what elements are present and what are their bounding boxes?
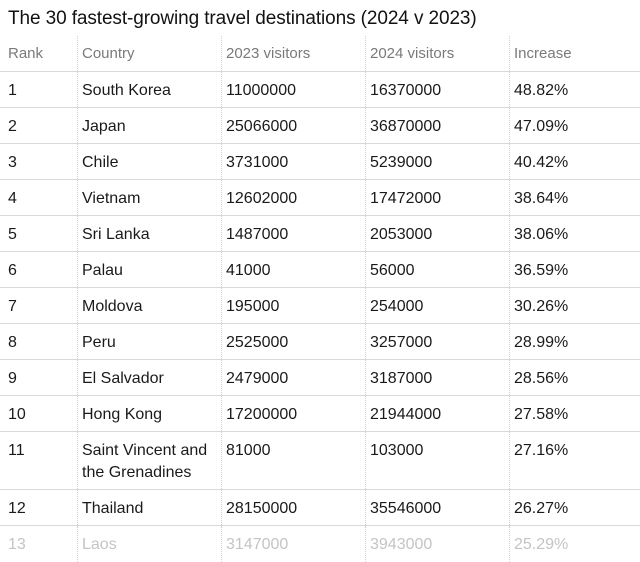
table-row: 5 Sri Lanka 1487000 2053000 38.06% bbox=[0, 216, 640, 252]
table-title: The 30 fastest-growing travel destinatio… bbox=[8, 8, 477, 29]
header-increase: Increase bbox=[509, 36, 640, 71]
country-cell: South Korea bbox=[77, 72, 221, 107]
table-row: 4 Vietnam 12602000 17472000 38.64% bbox=[0, 180, 640, 216]
rank-cell: 10 bbox=[8, 406, 26, 423]
country-cell: Japan bbox=[77, 108, 221, 143]
visitors-2023-cell: 195000 bbox=[221, 288, 365, 323]
country-cell: Laos bbox=[77, 526, 221, 562]
visitors-2023-cell: 2479000 bbox=[221, 360, 365, 395]
increase-cell: 28.56% bbox=[509, 360, 640, 395]
increase-cell: 26.27% bbox=[509, 490, 640, 525]
visitors-2024-cell: 103000 bbox=[365, 432, 509, 489]
rank-cell: 2 bbox=[8, 118, 17, 135]
rank-cell: 3 bbox=[8, 154, 17, 171]
rank-cell: 12 bbox=[8, 500, 26, 517]
table-row: 1 South Korea 11000000 16370000 48.82% bbox=[0, 72, 640, 108]
table-row: 3 Chile 3731000 5239000 40.42% bbox=[0, 144, 640, 180]
rank-cell: 6 bbox=[8, 262, 17, 279]
visitors-2023-cell: 17200000 bbox=[221, 396, 365, 431]
table-row: 10 Hong Kong 17200000 21944000 27.58% bbox=[0, 396, 640, 432]
visitors-2024-cell: 35546000 bbox=[365, 490, 509, 525]
table-row: 7 Moldova 195000 254000 30.26% bbox=[0, 288, 640, 324]
increase-cell: 48.82% bbox=[509, 72, 640, 107]
destinations-table: Rank Country 2023 visitors 2024 visitors… bbox=[0, 36, 640, 562]
header-rank: Rank bbox=[8, 45, 44, 62]
rank-cell: 7 bbox=[8, 298, 17, 315]
country-cell: Saint Vincent and the Grenadines bbox=[77, 432, 221, 489]
visitors-2024-cell: 56000 bbox=[365, 252, 509, 287]
table-row: 9 El Salvador 2479000 3187000 28.56% bbox=[0, 360, 640, 396]
rank-cell: 1 bbox=[8, 82, 17, 99]
country-cell: Moldova bbox=[77, 288, 221, 323]
increase-cell: 38.06% bbox=[509, 216, 640, 251]
visitors-2024-cell: 2053000 bbox=[365, 216, 509, 251]
country-cell: Vietnam bbox=[77, 180, 221, 215]
increase-cell: 38.64% bbox=[509, 180, 640, 215]
table-row: 8 Peru 2525000 3257000 28.99% bbox=[0, 324, 640, 360]
table-header-row: Rank Country 2023 visitors 2024 visitors… bbox=[0, 36, 640, 72]
country-cell: Chile bbox=[77, 144, 221, 179]
visitors-2023-cell: 25066000 bbox=[221, 108, 365, 143]
rank-cell: 9 bbox=[8, 370, 17, 387]
increase-cell: 36.59% bbox=[509, 252, 640, 287]
rank-cell: 13 bbox=[8, 536, 26, 553]
country-cell: El Salvador bbox=[77, 360, 221, 395]
visitors-2023-cell: 3147000 bbox=[221, 526, 365, 562]
increase-cell: 30.26% bbox=[509, 288, 640, 323]
rank-cell: 5 bbox=[8, 226, 17, 243]
increase-cell: 27.16% bbox=[509, 432, 640, 489]
table-row: 13 Laos 3147000 3943000 25.29% bbox=[0, 526, 640, 562]
visitors-2024-cell: 16370000 bbox=[365, 72, 509, 107]
visitors-2024-cell: 17472000 bbox=[365, 180, 509, 215]
visitors-2024-cell: 3257000 bbox=[365, 324, 509, 359]
country-cell: Thailand bbox=[77, 490, 221, 525]
increase-cell: 47.09% bbox=[509, 108, 640, 143]
table-row: 11 Saint Vincent and the Grenadines 8100… bbox=[0, 432, 640, 490]
visitors-2024-cell: 3187000 bbox=[365, 360, 509, 395]
rank-cell: 8 bbox=[8, 334, 17, 351]
table-row: 6 Palau 41000 56000 36.59% bbox=[0, 252, 640, 288]
increase-cell: 28.99% bbox=[509, 324, 640, 359]
visitors-2023-cell: 28150000 bbox=[221, 490, 365, 525]
visitors-2023-cell: 3731000 bbox=[221, 144, 365, 179]
increase-cell: 25.29% bbox=[509, 526, 640, 562]
visitors-2024-cell: 21944000 bbox=[365, 396, 509, 431]
visitors-2023-cell: 2525000 bbox=[221, 324, 365, 359]
visitors-2024-cell: 254000 bbox=[365, 288, 509, 323]
rank-cell: 11 bbox=[8, 442, 25, 459]
country-cell: Palau bbox=[77, 252, 221, 287]
increase-cell: 40.42% bbox=[509, 144, 640, 179]
visitors-2023-cell: 81000 bbox=[221, 432, 365, 489]
header-country: Country bbox=[77, 36, 221, 71]
visitors-2023-cell: 12602000 bbox=[221, 180, 365, 215]
visitors-2024-cell: 36870000 bbox=[365, 108, 509, 143]
table-row: 12 Thailand 28150000 35546000 26.27% bbox=[0, 490, 640, 526]
country-cell: Sri Lanka bbox=[77, 216, 221, 251]
table-row: 2 Japan 25066000 36870000 47.09% bbox=[0, 108, 640, 144]
header-2024-visitors: 2024 visitors bbox=[365, 36, 509, 71]
visitors-2023-cell: 11000000 bbox=[221, 72, 365, 107]
country-cell: Hong Kong bbox=[77, 396, 221, 431]
increase-cell: 27.58% bbox=[509, 396, 640, 431]
rank-cell: 4 bbox=[8, 190, 17, 207]
visitors-2024-cell: 3943000 bbox=[365, 526, 509, 562]
country-cell: Peru bbox=[77, 324, 221, 359]
visitors-2023-cell: 41000 bbox=[221, 252, 365, 287]
visitors-2023-cell: 1487000 bbox=[221, 216, 365, 251]
visitors-2024-cell: 5239000 bbox=[365, 144, 509, 179]
header-2023-visitors: 2023 visitors bbox=[221, 36, 365, 71]
